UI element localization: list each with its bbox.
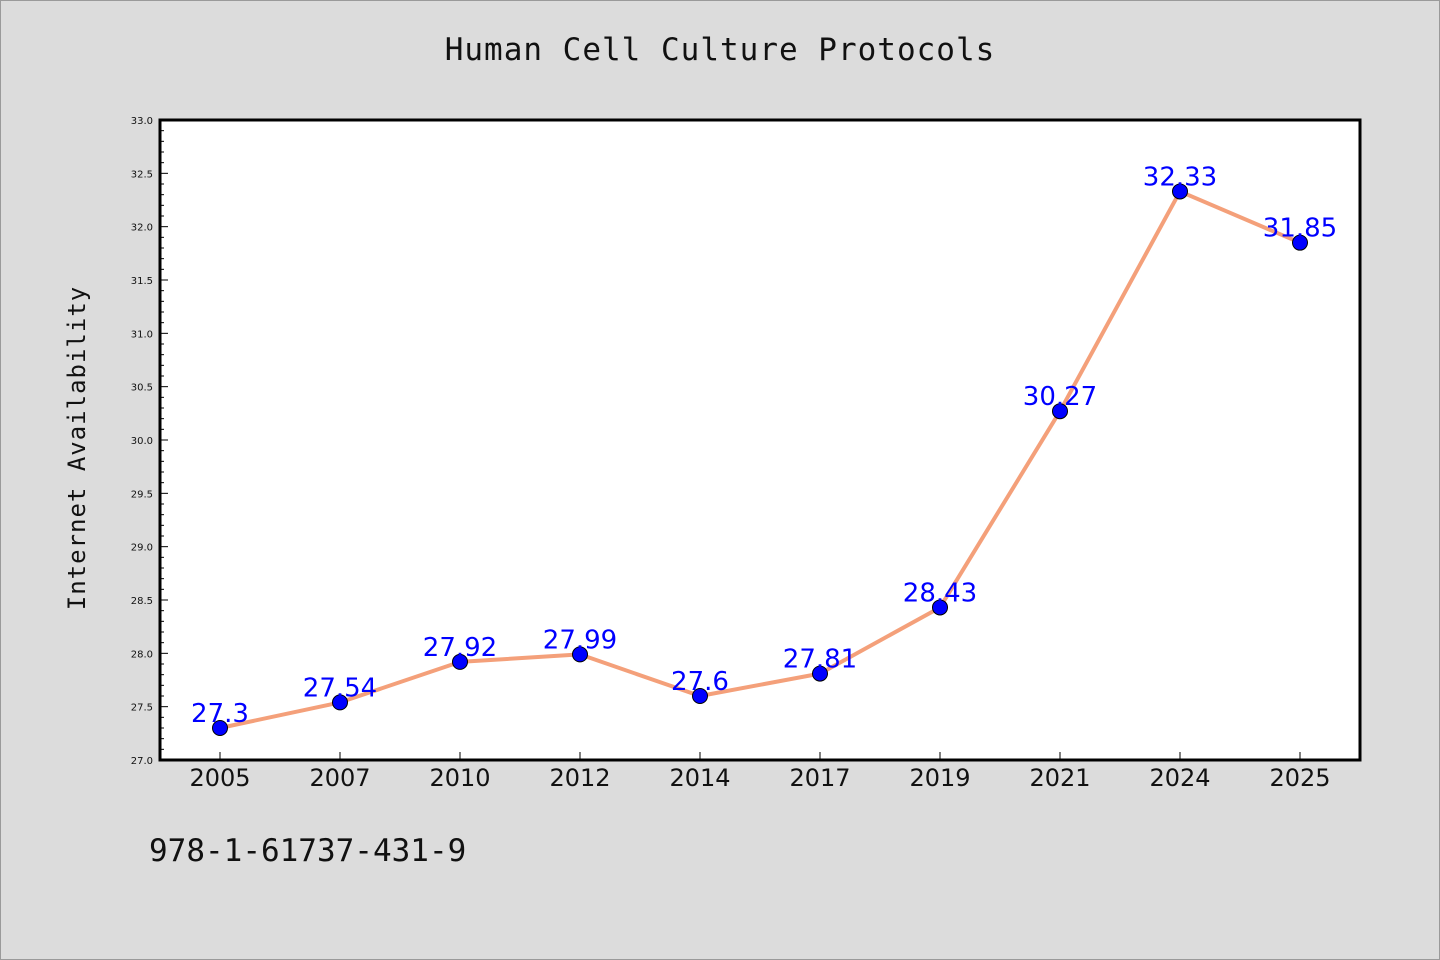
x-tick-label: 2014: [669, 764, 730, 792]
data-value-label: 27.3: [191, 699, 249, 729]
data-value-label: 28.43: [903, 578, 977, 608]
y-tick-label: 32.5: [131, 169, 153, 180]
x-tick-label: 2005: [189, 764, 250, 792]
footnote-isbn: 978-1-61737-431-9: [149, 833, 467, 869]
x-tick-label: 2019: [909, 764, 970, 792]
data-value-label: 27.99: [543, 625, 617, 655]
series-line: [212, 183, 1308, 736]
x-tick-label: 2024: [1149, 764, 1210, 792]
x-tick-label: 2012: [549, 764, 610, 792]
y-tick-label: 31.5: [131, 276, 153, 287]
y-tick-label: 31.0: [131, 329, 153, 340]
data-line: [219, 189, 1301, 730]
x-axis: 2005 2007 2010 2012 2014 2017 2019 2021 2024 2025: [189, 752, 1331, 792]
chart-title: Human Cell Culture Protocols: [444, 32, 996, 68]
data-point-marker: [572, 646, 588, 663]
y-tick-label: 28.5: [131, 596, 153, 607]
data-point-marker: [332, 694, 348, 711]
y-tick-label: 28.0: [131, 649, 153, 660]
data-point-marker: [1292, 234, 1308, 251]
data-value-label: 27.6: [671, 667, 729, 697]
y-tick-label: 27.5: [131, 703, 153, 714]
data-value-label: 30.27: [1023, 382, 1097, 412]
data-value-label: 27.81: [783, 645, 857, 675]
data-value-label: 32.33: [1143, 162, 1217, 192]
x-tick-label: 2025: [1269, 764, 1330, 792]
x-tick-label: 2017: [789, 764, 850, 792]
y-tick-label: 29.0: [131, 543, 153, 554]
y-tick-label: 32.0: [131, 223, 153, 234]
data-point-marker: [692, 688, 708, 704]
y-tick-label: 30.5: [131, 383, 153, 394]
data-point-marker: [932, 599, 948, 616]
data-point-marker: [812, 665, 828, 682]
plot-area: [158, 118, 1362, 762]
x-tick-label: 2007: [309, 764, 370, 792]
data-value-label: 27.54: [303, 673, 377, 703]
y-tick-label: 33.0: [131, 116, 153, 127]
y-tick-label: 29.5: [131, 489, 153, 500]
data-point-marker: [1172, 183, 1188, 200]
x-tick-label: 2021: [1029, 764, 1090, 792]
y-tick-label: 30.0: [131, 436, 153, 447]
data-point-marker: [212, 720, 228, 736]
data-point-marker: [452, 653, 468, 670]
y-axis: 27.0 27.5 28.0 28.5 29.0 29.5 30.0 30.5 31.0 31.5…: [131, 116, 168, 767]
data-labels: 27.3 27.54 27.92 27.99 27.6 27.81 28.43 30.27 32…: [191, 162, 1337, 729]
data-value-label: 27.92: [423, 633, 497, 663]
y-tick-label: 27.0: [131, 756, 153, 767]
x-tick-label: 2010: [429, 764, 490, 792]
data-point-marker: [1052, 403, 1068, 420]
data-value-label: 31.85: [1263, 214, 1337, 244]
